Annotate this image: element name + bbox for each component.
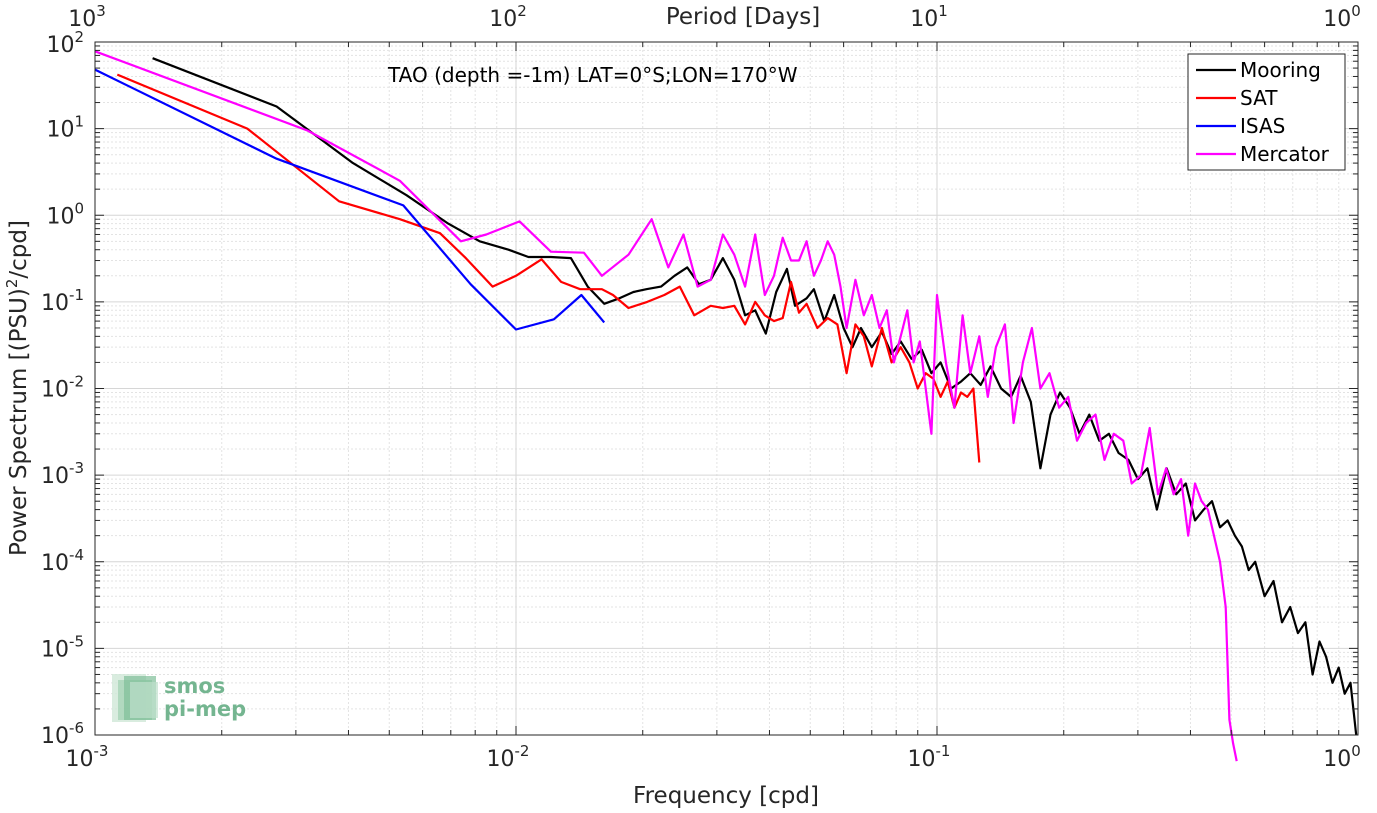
series-line-isas xyxy=(94,68,606,331)
chart-annotation: TAO (depth =-1m) LAT=0°S;LON=170°W xyxy=(387,63,798,87)
x-tick-label: 10-1 xyxy=(908,742,951,772)
x-tick-label: 100 xyxy=(1323,742,1361,772)
y-axis-title-exponent: 2 xyxy=(3,279,21,289)
top-axis-title: Period [Days] xyxy=(666,4,820,30)
y-tick-label: 10-1 xyxy=(41,286,84,316)
logo-text-pi-mep: pi-mep xyxy=(164,697,246,721)
top-tick-label: 103 xyxy=(68,2,106,32)
y-tick-label: 102 xyxy=(46,28,84,58)
series-line-mercator xyxy=(94,50,1238,762)
top-tick-label: 100 xyxy=(1323,2,1361,32)
legend-box xyxy=(1187,53,1346,171)
legend-label-mooring: Mooring xyxy=(1240,58,1321,82)
y-tick-label: 10-2 xyxy=(41,373,84,403)
y-tick-label: 10-5 xyxy=(41,632,84,662)
x-axis-title: Frequency [cpd] xyxy=(633,783,819,809)
top-tick-label: 101 xyxy=(910,2,948,32)
y-axis-title: Power Spectrum [(PSU)2/cpd] xyxy=(3,220,32,556)
logo-mark-icon xyxy=(112,674,158,722)
y-tick-label: 100 xyxy=(46,199,84,229)
x-tick-label: 10-2 xyxy=(487,742,530,772)
y-tick-label: 101 xyxy=(46,113,84,143)
y-axis-title-main: Power Spectrum [(PSU) xyxy=(6,288,32,556)
x-tick-label: 10-3 xyxy=(66,742,109,772)
smos-pi-mep-logo: smos pi-mep xyxy=(112,674,246,722)
y-tick-label: 10-3 xyxy=(41,459,84,489)
legend-label-mercator: Mercator xyxy=(1240,142,1330,166)
legend: Mooring SAT ISAS Mercator xyxy=(1187,53,1346,171)
y-tick-label: 10-6 xyxy=(41,719,84,749)
y-axis-title-tail: /cpd] xyxy=(6,220,32,279)
top-tick-label: 102 xyxy=(489,2,527,32)
y-tick-label: 10-4 xyxy=(41,546,84,576)
legend-label-isas: ISAS xyxy=(1240,114,1285,138)
logo-text-smos: smos xyxy=(164,674,225,698)
legend-label-sat: SAT xyxy=(1240,86,1278,110)
